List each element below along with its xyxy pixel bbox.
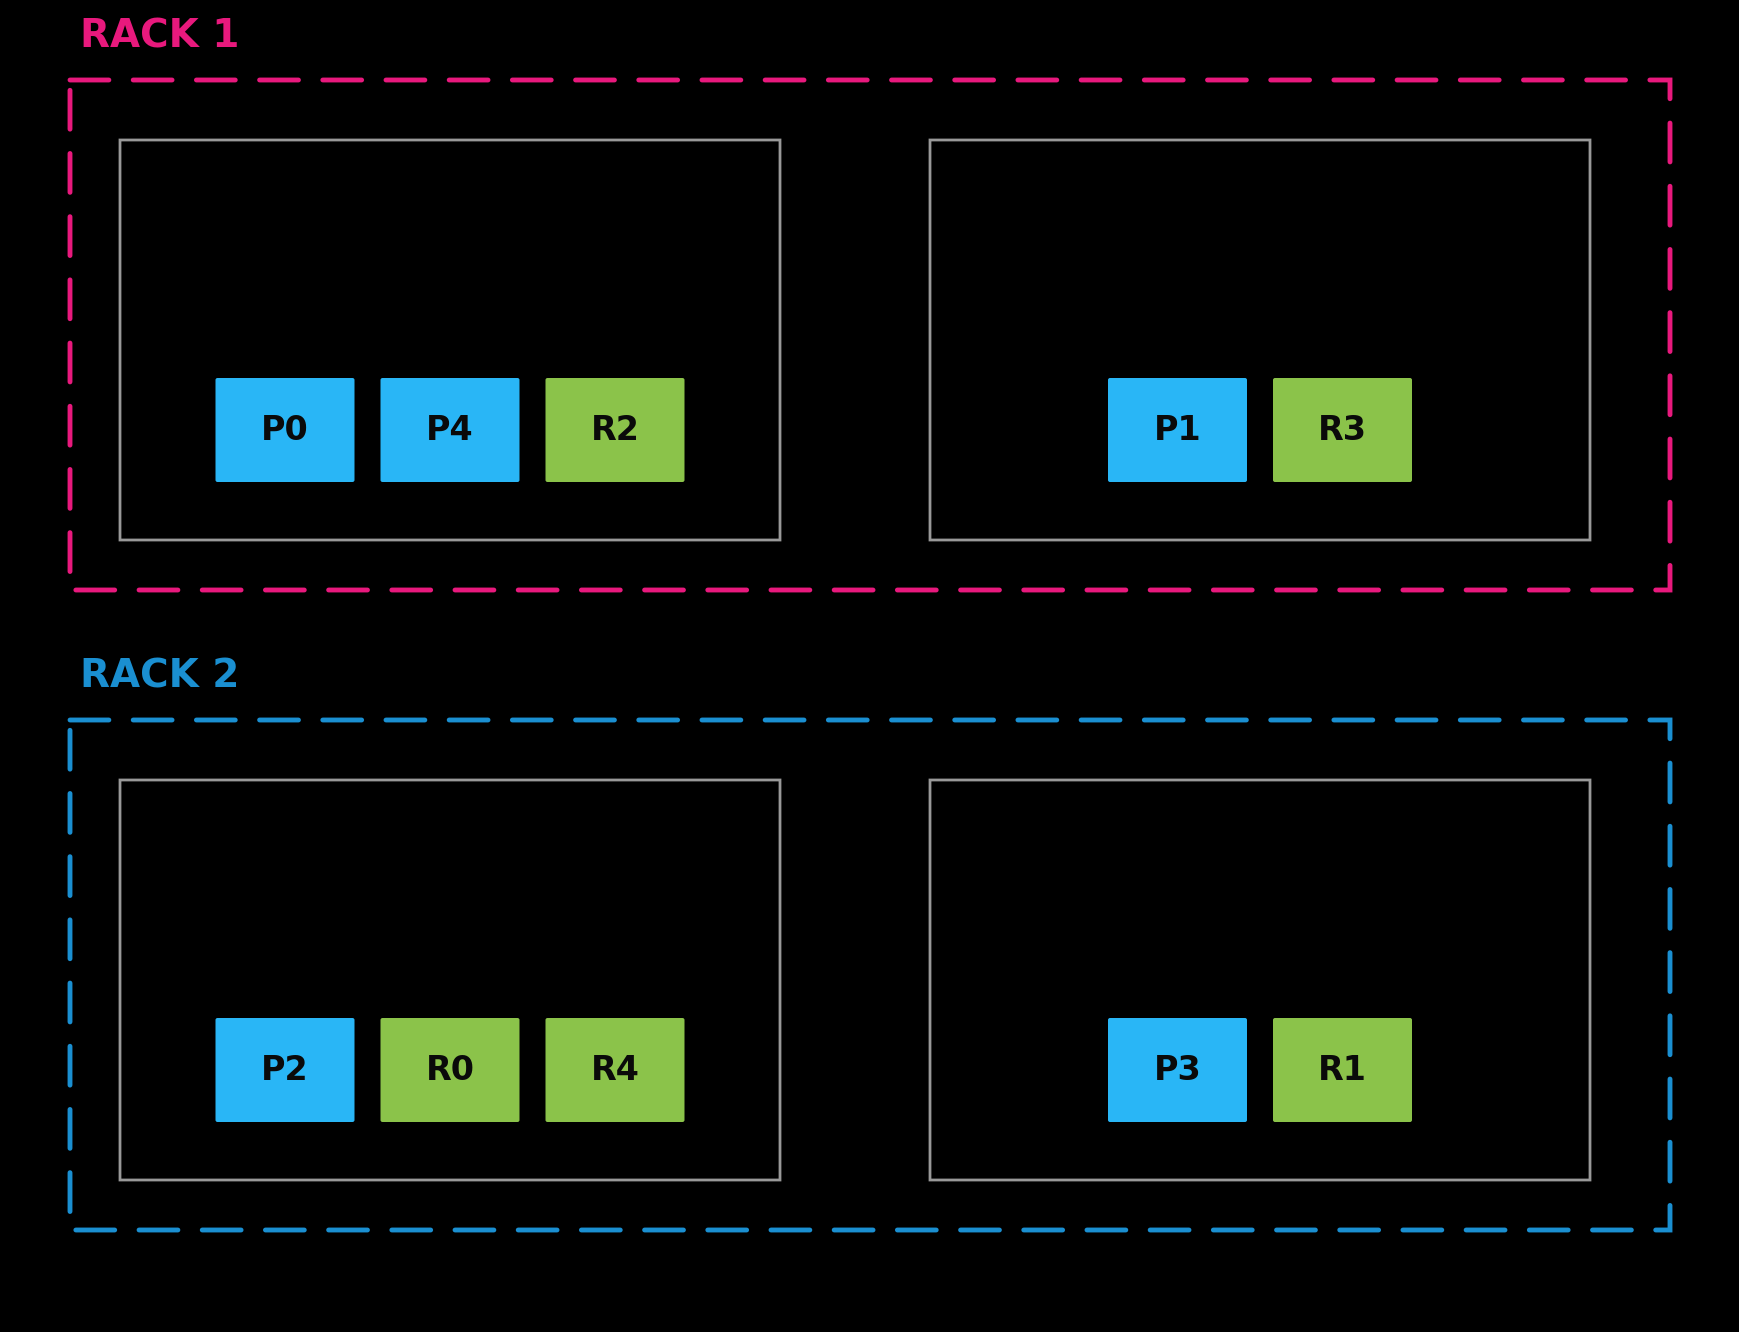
FancyBboxPatch shape [120,781,779,1180]
FancyBboxPatch shape [381,378,520,482]
Text: R0: R0 [426,1054,475,1087]
FancyBboxPatch shape [1273,378,1410,482]
FancyBboxPatch shape [120,140,779,539]
Text: P4: P4 [426,413,473,446]
Text: P2: P2 [261,1054,308,1087]
FancyBboxPatch shape [216,378,355,482]
FancyBboxPatch shape [1108,1018,1247,1122]
Text: R4: R4 [590,1054,638,1087]
Text: P1: P1 [1153,413,1200,446]
Text: R3: R3 [1316,413,1367,446]
FancyBboxPatch shape [1273,1018,1410,1122]
FancyBboxPatch shape [381,1018,520,1122]
Text: P0: P0 [261,413,310,446]
FancyBboxPatch shape [216,1018,355,1122]
FancyBboxPatch shape [1108,378,1247,482]
FancyBboxPatch shape [929,781,1589,1180]
FancyBboxPatch shape [546,378,683,482]
Text: R2: R2 [590,413,638,446]
FancyBboxPatch shape [546,1018,683,1122]
Text: RACK 2: RACK 2 [80,657,240,695]
Text: RACK 1: RACK 1 [80,17,240,55]
Text: P3: P3 [1153,1054,1200,1087]
Text: R1: R1 [1318,1054,1367,1087]
FancyBboxPatch shape [929,140,1589,539]
